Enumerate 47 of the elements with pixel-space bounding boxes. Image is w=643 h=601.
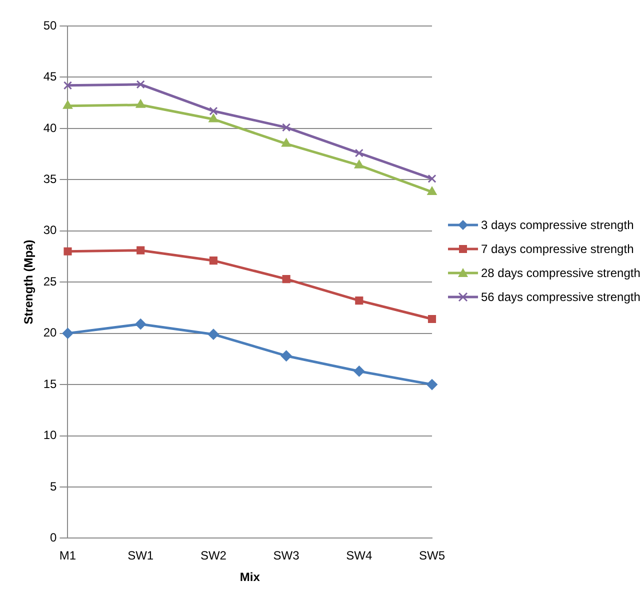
y-tick-label: 10 bbox=[43, 428, 58, 442]
point bbox=[281, 138, 292, 147]
legend-label: 28 days compressive strength bbox=[481, 266, 640, 280]
point bbox=[427, 186, 437, 195]
x-tick-label: M1 bbox=[59, 548, 76, 563]
point bbox=[282, 274, 290, 284]
legend-label: 3 days compressive strength bbox=[481, 218, 634, 232]
point bbox=[354, 366, 365, 377]
point bbox=[63, 81, 72, 90]
point bbox=[208, 328, 219, 340]
legend-label: 56 days compressive strength bbox=[481, 290, 640, 304]
x-tick-label: SW3 bbox=[273, 548, 300, 563]
y-tick-label: 5 bbox=[50, 479, 58, 494]
y-tick-label: 15 bbox=[43, 376, 58, 391]
point bbox=[280, 350, 292, 362]
y-tick-label: 20 bbox=[43, 326, 58, 340]
x-tick-label: SW1 bbox=[128, 548, 154, 563]
point bbox=[135, 318, 146, 330]
y-tick-label: 30 bbox=[43, 223, 58, 238]
point bbox=[355, 296, 364, 305]
point bbox=[428, 174, 436, 183]
point bbox=[354, 148, 364, 158]
point bbox=[208, 114, 218, 122]
point bbox=[282, 123, 291, 132]
legend-label: 7 days compressive strength bbox=[481, 242, 634, 256]
y-tick-label: 0 bbox=[50, 530, 58, 545]
x-tick-label: SW4 bbox=[346, 548, 372, 563]
point bbox=[136, 80, 145, 89]
point bbox=[62, 328, 74, 339]
x-tick-label: SW2 bbox=[200, 548, 227, 563]
x-tick-label: SW5 bbox=[418, 548, 446, 563]
point bbox=[209, 106, 218, 116]
point bbox=[209, 256, 218, 265]
point bbox=[426, 379, 438, 390]
x-axis-title: Mix bbox=[240, 570, 260, 584]
point bbox=[62, 100, 73, 109]
y-tick-label: 45 bbox=[43, 70, 58, 84]
y-tick-label: 35 bbox=[43, 172, 58, 186]
y-axis-title: Strength (Mpa) bbox=[22, 240, 36, 324]
y-tick-label: 25 bbox=[43, 274, 58, 288]
point bbox=[64, 247, 72, 256]
point bbox=[428, 314, 436, 324]
point bbox=[136, 246, 145, 254]
point bbox=[136, 99, 146, 108]
y-tick-label: 50 bbox=[43, 18, 58, 32]
y-tick-label: 40 bbox=[43, 120, 58, 135]
point bbox=[354, 160, 364, 168]
